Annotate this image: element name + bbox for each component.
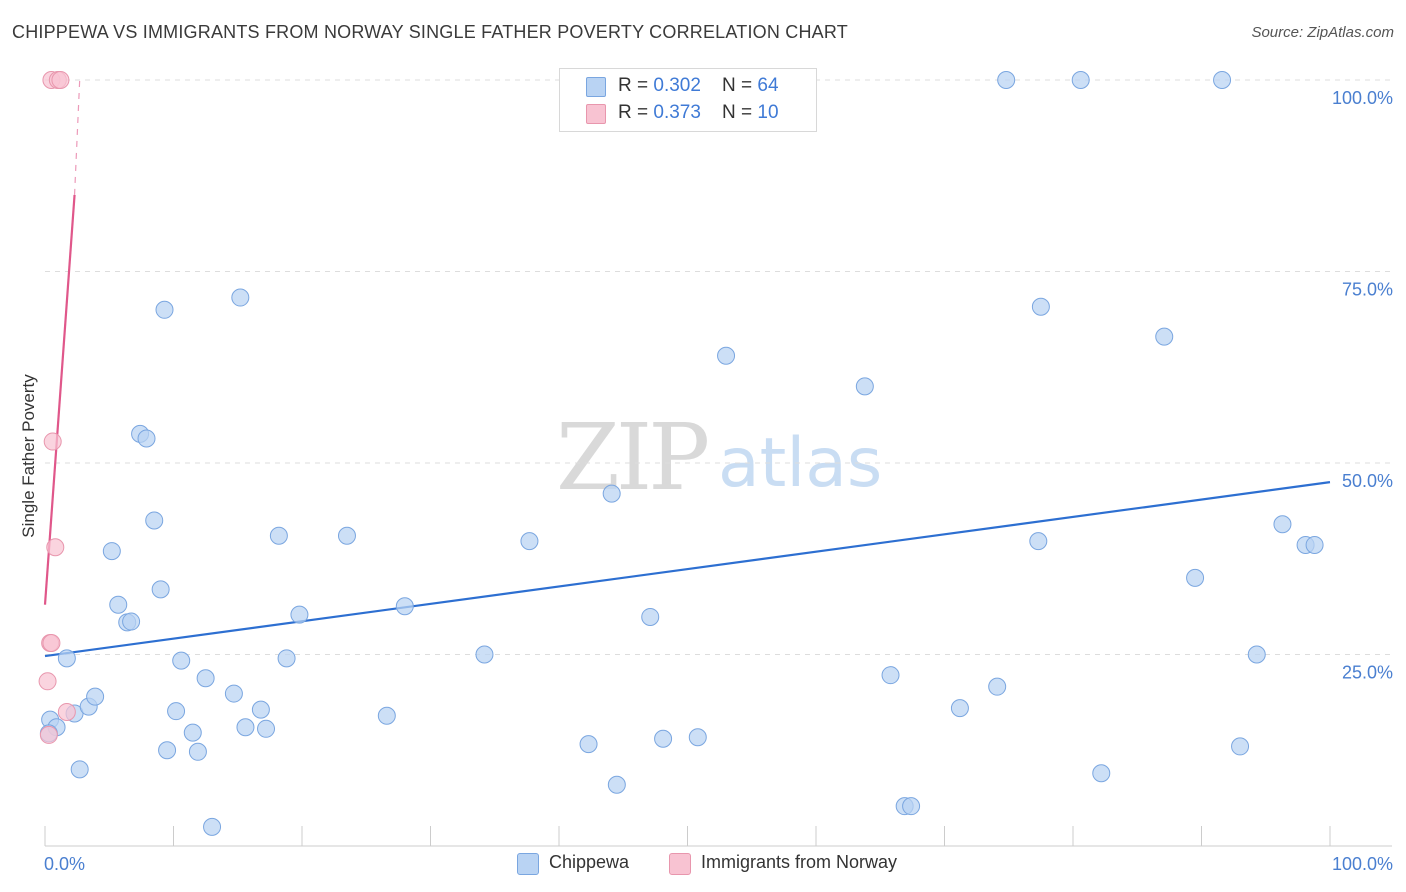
- norway-point: [46, 538, 65, 557]
- chippewa-point: [520, 532, 539, 551]
- r-value: 0.373: [653, 102, 701, 123]
- norway-point: [39, 725, 58, 744]
- chippewa-point: [1071, 71, 1090, 89]
- chippewa-point: [145, 511, 164, 530]
- legend-label-chippewa: Chippewa: [549, 852, 630, 872]
- r-label: R =: [618, 102, 654, 123]
- x-tick-label: 100.0%: [1332, 854, 1393, 874]
- chippewa-point: [203, 817, 222, 836]
- chippewa-point: [654, 729, 673, 748]
- norway-point: [43, 432, 62, 451]
- chippewa-point: [688, 728, 707, 747]
- legend-label-norway: Immigrants from Norway: [701, 852, 898, 872]
- chippewa-point: [257, 719, 276, 738]
- chippewa-point: [1305, 535, 1324, 554]
- watermark: ZIP atlas: [556, 404, 896, 511]
- chippewa-point: [1231, 737, 1250, 756]
- chippewa-point: [855, 377, 874, 396]
- chippewa-point: [102, 542, 121, 561]
- chippewa-point: [269, 526, 288, 545]
- norway-point: [57, 702, 76, 721]
- chippewa-point: [290, 605, 309, 624]
- chippewa-point: [122, 612, 141, 631]
- chippewa-point: [183, 723, 202, 742]
- chippewa-point: [151, 580, 170, 599]
- norway-swatch-icon: [586, 104, 606, 124]
- chippewa-point: [395, 597, 414, 616]
- chippewa-point: [997, 71, 1016, 89]
- n-label: N =: [722, 75, 758, 96]
- chippewa-trend-line: [44, 481, 1331, 658]
- norway-legend-icon: [669, 853, 691, 875]
- chippewa-point: [1273, 515, 1292, 534]
- y-tick-label: 100.0%: [1332, 88, 1393, 108]
- correlation-legend: R = 0.302 N = 64 R = 0.373 N = 10: [559, 68, 817, 132]
- chippewa-point: [188, 742, 207, 761]
- chippewa-point: [1029, 532, 1048, 551]
- norway-point: [38, 672, 57, 691]
- chippewa-point: [1031, 297, 1050, 316]
- y-tick-label: 75.0%: [1342, 280, 1393, 300]
- chippewa-point: [1155, 327, 1174, 346]
- y-axis-label: Single Father Poverty: [19, 374, 38, 538]
- grid-layer: [45, 79, 1392, 655]
- chippewa-point: [155, 300, 174, 319]
- chippewa-point: [231, 288, 250, 307]
- chippewa-point: [277, 649, 296, 668]
- chippewa-point: [86, 687, 105, 706]
- chippewa-point: [717, 346, 736, 365]
- y-tick-label: 25.0%: [1342, 663, 1393, 683]
- chippewa-point: [196, 669, 215, 688]
- r-label: R =: [618, 75, 654, 96]
- trend-layer: [43, 79, 1331, 658]
- chippewa-point: [158, 741, 177, 760]
- chippewa-point: [1213, 71, 1232, 89]
- n-value: 10: [757, 102, 779, 123]
- norway-point: [42, 634, 61, 653]
- n-label: N =: [722, 102, 758, 123]
- chippewa-point: [1247, 645, 1266, 664]
- chippewa-point: [950, 699, 969, 718]
- chippewa-swatch-icon: [586, 77, 606, 97]
- chippewa-point: [236, 718, 255, 737]
- legend-row-text: R = 0.302 N = 64: [618, 75, 779, 97]
- chippewa-point: [881, 666, 900, 685]
- chippewa-point: [641, 607, 660, 626]
- chippewa-point: [377, 706, 396, 725]
- chippewa-point: [607, 775, 626, 794]
- chippewa-point: [251, 700, 270, 719]
- chippewa-point: [602, 484, 621, 503]
- chippewa-point: [137, 429, 156, 448]
- legend-row-text: R = 0.373 N = 10: [618, 102, 779, 124]
- chippewa-point: [988, 677, 1007, 696]
- point-layer: [38, 71, 1324, 836]
- chippewa-point: [224, 684, 243, 703]
- chippewa-point: [70, 760, 89, 779]
- y-tick-label: 50.0%: [1342, 471, 1393, 491]
- norway-point: [51, 71, 70, 89]
- chippewa-legend-icon: [517, 853, 539, 875]
- r-value: 0.302: [653, 75, 701, 96]
- chippewa-point: [1186, 568, 1205, 587]
- chippewa-point: [57, 649, 76, 668]
- chippewa-point: [475, 645, 494, 664]
- chippewa-point: [172, 651, 191, 670]
- norway-trend-line: [43, 194, 76, 605]
- chippewa-point: [109, 595, 128, 614]
- chippewa-point: [579, 735, 598, 754]
- watermark-zip: ZIP: [556, 404, 710, 511]
- norway-trend-extension: [73, 79, 81, 195]
- chart-title: CHIPPEWA VS IMMIGRANTS FROM NORWAY SINGL…: [12, 22, 848, 42]
- x-tick-label: 0.0%: [44, 854, 85, 874]
- source-credit: Source: ZipAtlas.com: [1251, 24, 1394, 41]
- chippewa-point: [902, 797, 921, 816]
- chippewa-point: [1092, 764, 1111, 783]
- label-layer: 25.0% 50.0% 75.0% 100.0% 0.0% 100.0% Single Fa…: [19, 88, 1393, 874]
- axis-layer: [44, 826, 1392, 847]
- chippewa-point: [337, 526, 356, 545]
- chippewa-point: [167, 702, 186, 721]
- n-value: 64: [757, 75, 779, 96]
